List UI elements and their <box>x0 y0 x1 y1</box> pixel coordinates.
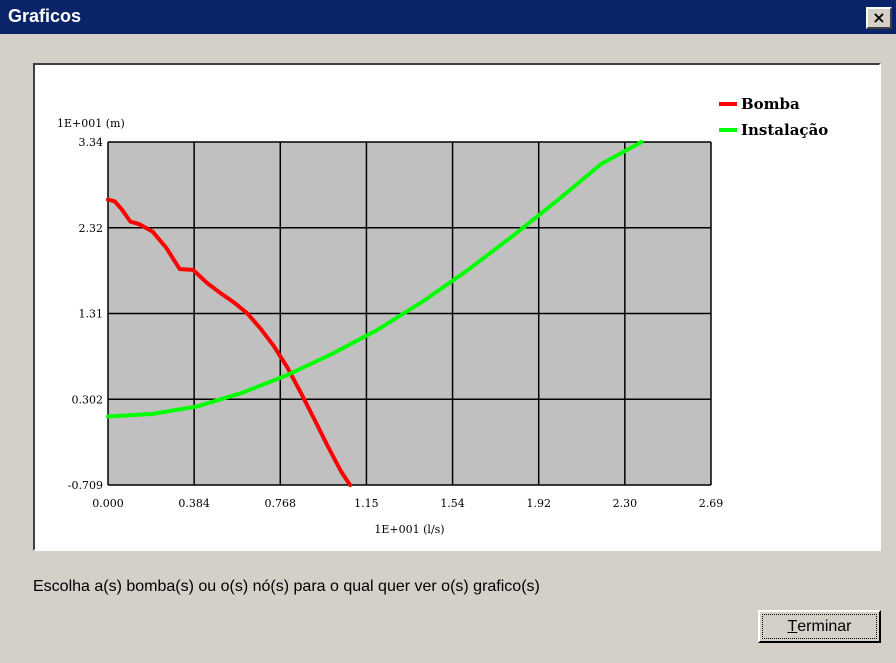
series-line-bomba <box>106 197 353 488</box>
y-tick-label: 3.34 <box>79 136 104 149</box>
y-tick-label: 0.302 <box>72 393 104 406</box>
terminar-accelerator: T <box>787 617 798 635</box>
x-tick-label: 1.54 <box>440 497 465 510</box>
window-titlebar: Graficos × <box>0 0 896 34</box>
x-tick-label: 0.768 <box>265 497 297 510</box>
close-icon: × <box>872 8 886 27</box>
y-axis-label: 1E+001 (m) <box>57 117 125 130</box>
series-line-instalacao <box>106 140 644 419</box>
x-axis-label: 1E+001 (l/s) <box>374 523 444 536</box>
y-tick-label: 1.31 <box>79 308 104 321</box>
x-tick-label: 2.69 <box>699 497 724 510</box>
chart: 0.000 0.384 0.768 1.15 1.54 1.92 2.30 2.69 -0.70… <box>57 95 828 536</box>
x-tick-label: 0.384 <box>178 497 210 510</box>
instruction-text: Escolha a(s) bomba(s) ou o(s) nó(s) para… <box>33 578 540 595</box>
legend-label: Instalação <box>741 121 828 139</box>
y-tick-label: -0.709 <box>68 479 103 492</box>
x-tick-label: 1.15 <box>354 497 379 510</box>
y-tick-label: 2.32 <box>79 222 104 235</box>
terminar-label: erminar <box>797 617 852 635</box>
x-tick-label: 1.92 <box>526 497 551 510</box>
window-title: Graficos <box>8 6 82 26</box>
chart-panel: 0.000 0.384 0.768 1.15 1.54 1.92 2.30 2.69 -0.70… <box>33 63 881 551</box>
x-tick-label: 0.000 <box>92 497 124 510</box>
close-button[interactable]: × <box>866 7 892 29</box>
legend-label: Bomba <box>741 95 800 113</box>
x-tick-label: 2.30 <box>613 497 638 510</box>
